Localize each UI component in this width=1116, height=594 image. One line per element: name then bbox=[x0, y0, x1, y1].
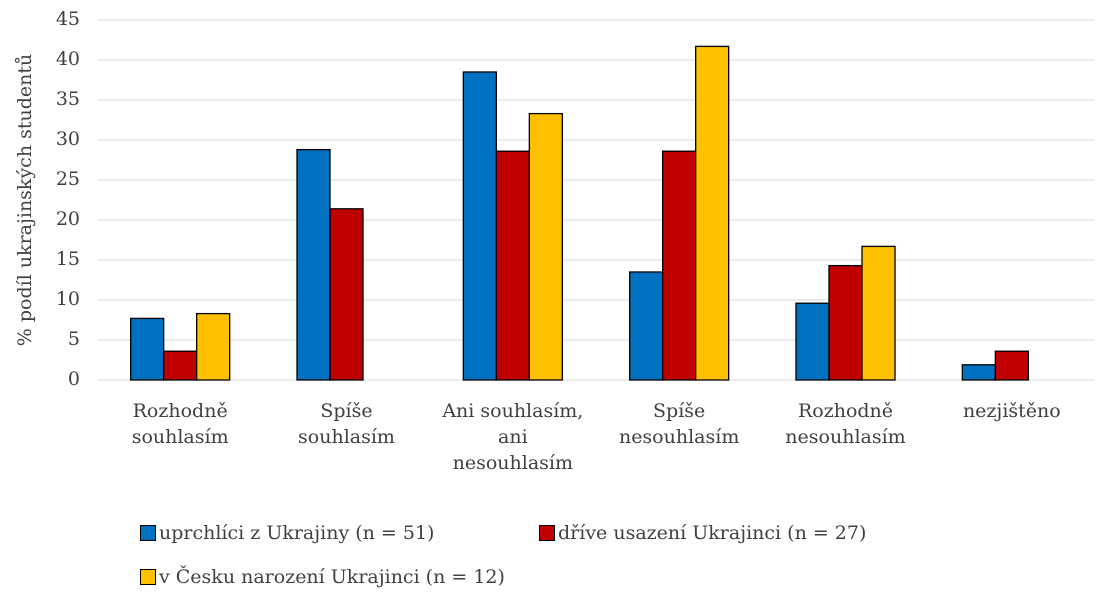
bar bbox=[296, 148, 331, 381]
y-tick-label: 40 bbox=[56, 48, 80, 70]
y-tick-label: 0 bbox=[68, 368, 80, 390]
legend-label: dříve usazení Ukrajinci (n = 27) bbox=[558, 522, 867, 544]
bar bbox=[196, 312, 231, 381]
bar bbox=[130, 317, 165, 381]
bar bbox=[828, 264, 863, 381]
y-tick-label: 10 bbox=[56, 288, 80, 310]
legend-label: uprchlíci z Ukrajiny (n = 51) bbox=[159, 522, 435, 544]
y-tick-label: 15 bbox=[56, 248, 80, 270]
bar bbox=[528, 112, 563, 381]
y-tick-label: 45 bbox=[56, 8, 80, 30]
y-tick-label: 30 bbox=[56, 128, 80, 150]
legend-label: v Česku narození Ukrajinci (n = 12) bbox=[159, 566, 505, 588]
legend-item: dříve usazení Ukrajinci (n = 27) bbox=[539, 522, 866, 544]
bar bbox=[994, 350, 1029, 381]
legend-item: v Česku narození Ukrajinci (n = 12) bbox=[140, 566, 505, 588]
x-tick-label: Rozhodně nesouhlasím bbox=[785, 400, 906, 448]
x-tick-label: Ani souhlasím, ani nesouhlasím bbox=[442, 400, 584, 474]
bar bbox=[462, 71, 497, 381]
y-tick-label: 20 bbox=[56, 208, 80, 230]
bar bbox=[629, 271, 664, 381]
bar bbox=[495, 150, 530, 381]
x-tick-label: Spíše souhlasím bbox=[298, 400, 395, 448]
bar bbox=[695, 45, 730, 381]
x-tick-label: Spíše nesouhlasím bbox=[618, 400, 740, 448]
legend-swatch bbox=[140, 569, 156, 585]
legend-item: uprchlíci z Ukrajiny (n = 51) bbox=[140, 522, 434, 544]
x-tick-label: nezjištěno bbox=[962, 400, 1061, 422]
bar bbox=[961, 364, 996, 381]
y-tick-label: 25 bbox=[56, 168, 80, 190]
y-tick-label: 5 bbox=[68, 328, 80, 350]
bar bbox=[795, 302, 830, 381]
bar bbox=[329, 208, 364, 381]
bar bbox=[662, 150, 697, 381]
legend-swatch bbox=[539, 525, 555, 541]
x-tick-label: Rozhodně souhlasím bbox=[131, 400, 229, 448]
y-axis-label: % podíl ukrajinských studentů bbox=[14, 54, 36, 346]
legend-swatch bbox=[140, 525, 156, 541]
bar bbox=[163, 350, 198, 381]
y-tick-label: 35 bbox=[56, 88, 80, 110]
bar bbox=[861, 245, 896, 381]
